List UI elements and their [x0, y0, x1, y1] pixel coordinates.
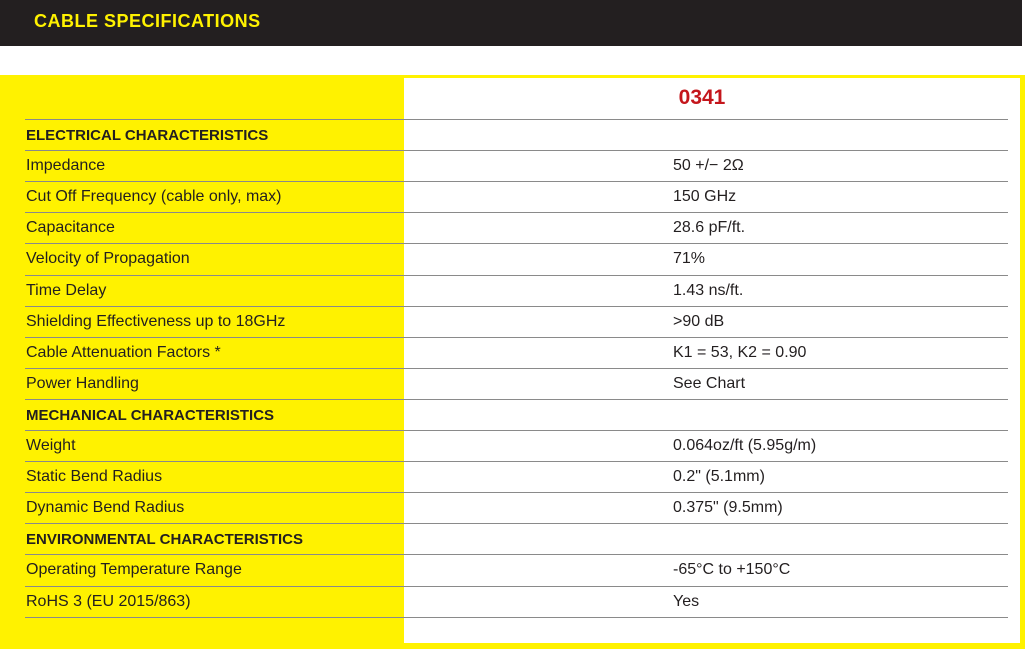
- table-row: Dynamic Bend Radius 0.375" (9.5mm): [25, 492, 1008, 524]
- row-value: >90 dB: [673, 312, 725, 330]
- model-number: 0341: [678, 86, 726, 109]
- row-value: 1.43 ns/ft.: [673, 281, 744, 299]
- row-label: Velocity of Propagation: [26, 250, 190, 268]
- row-value: 150 GHz: [673, 188, 737, 206]
- row-value: -65°C to +150°C: [673, 561, 791, 579]
- row-label: ELECTRICAL CHARACTERISTICS: [26, 127, 269, 144]
- value-column: [404, 78, 1020, 643]
- row-label: Impedance: [26, 157, 106, 175]
- row-value: 0.2" (5.1mm): [673, 468, 765, 486]
- row-value: Yes: [673, 592, 700, 610]
- table-row: Operating Temperature Range -65°C to +150…: [25, 554, 1008, 586]
- section-row: MECHANICAL CHARACTERISTICS: [25, 398, 1008, 431]
- table-row: Cable Attenuation Factors * K1 = 53, K2 =…: [25, 336, 1008, 369]
- row-label: Static Bend Radius: [26, 468, 163, 486]
- section-row: ELECTRICAL CHARACTERISTICS: [25, 119, 1008, 151]
- row-value: See Chart: [673, 374, 746, 392]
- table-row: Shielding Effectiveness up to 18GHz >90 d…: [25, 305, 1008, 338]
- row-label: Power Handling: [26, 374, 139, 392]
- row-label: Shielding Effectiveness up to 18GHz: [26, 312, 286, 330]
- row-value: 0.375" (9.5mm): [673, 499, 783, 517]
- table-bottom-rule: [25, 616, 1008, 618]
- row-label: Cut Off Frequency (cable only, max): [26, 188, 282, 206]
- row-label: ENVIRONMENTAL CHARACTERISTICS: [26, 531, 303, 549]
- table-row: Velocity of Propagation 71%: [25, 243, 1008, 275]
- row-label: MECHANICAL CHARACTERISTICS: [26, 406, 275, 424]
- table-row: Time Delay 1.43 ns/ft.: [25, 274, 1008, 307]
- table-row: Power Handling See Chart: [25, 367, 1008, 400]
- row-value: 0.064oz/ft (5.95g/m): [673, 437, 817, 454]
- row-value: 50 +/− 2Ω: [673, 157, 744, 175]
- table-row: Cut Off Frequency (cable only, max) 150 G…: [25, 181, 1008, 213]
- section-title: CABLE SPECIFICATIONS: [34, 11, 261, 31]
- table-row: RoHS 3 (EU 2015/863) Yes: [25, 585, 1008, 618]
- row-label: Cable Attenuation Factors *: [26, 343, 221, 361]
- row-label: Capacitance: [26, 219, 115, 237]
- table-row: Capacitance 28.6 pF/ft.: [25, 212, 1008, 244]
- row-label: Operating Temperature Range: [26, 561, 242, 579]
- row-value: K1 = 53, K2 = 0.90: [673, 343, 807, 361]
- row-label: Dynamic Bend Radius: [26, 499, 185, 517]
- row-label: Time Delay: [26, 281, 107, 299]
- row-label: RoHS 3 (EU 2015/863): [26, 592, 191, 610]
- row-value: 28.6 pF/ft.: [673, 219, 746, 237]
- table-row: Static Bend Radius 0.2" (5.1mm): [25, 461, 1008, 493]
- table-row: Weight 0.064oz/ft (5.95g/m): [25, 430, 1008, 462]
- row-value: 71%: [673, 250, 706, 268]
- section-header: CABLE SPECIFICATIONS: [0, 0, 1022, 46]
- table-row: Impedance 50 +/− 2Ω: [25, 150, 1008, 182]
- row-label: Weight: [26, 437, 76, 454]
- section-row: ENVIRONMENTAL CHARACTERISTICS: [25, 523, 1008, 555]
